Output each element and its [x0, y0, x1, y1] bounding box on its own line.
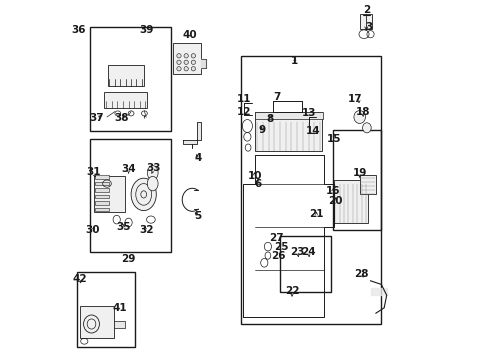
Text: 30: 30 — [85, 225, 100, 235]
Text: 19: 19 — [352, 168, 366, 178]
Text: 15: 15 — [326, 134, 341, 144]
Text: 29: 29 — [121, 254, 136, 264]
Ellipse shape — [131, 178, 156, 211]
FancyBboxPatch shape — [95, 188, 109, 192]
Text: 12: 12 — [237, 107, 251, 117]
Text: 14: 14 — [305, 126, 320, 136]
Text: 11: 11 — [236, 94, 250, 104]
Text: 3: 3 — [365, 22, 371, 32]
Text: 41: 41 — [113, 303, 127, 313]
Ellipse shape — [177, 67, 181, 71]
FancyBboxPatch shape — [95, 208, 109, 211]
Ellipse shape — [191, 54, 195, 58]
Text: 24: 24 — [301, 247, 315, 257]
Ellipse shape — [183, 67, 188, 71]
Text: 36: 36 — [71, 24, 85, 35]
FancyBboxPatch shape — [255, 112, 321, 151]
Polygon shape — [183, 122, 201, 144]
Ellipse shape — [362, 123, 370, 133]
Ellipse shape — [183, 54, 188, 58]
Text: 2: 2 — [363, 5, 370, 15]
Text: 25: 25 — [273, 242, 288, 252]
Text: 35: 35 — [117, 222, 131, 232]
Text: 18: 18 — [355, 107, 369, 117]
Text: 26: 26 — [271, 251, 285, 261]
FancyBboxPatch shape — [254, 112, 322, 119]
Text: 40: 40 — [182, 30, 197, 40]
Text: 17: 17 — [347, 94, 362, 104]
FancyBboxPatch shape — [359, 14, 371, 29]
FancyBboxPatch shape — [94, 176, 124, 212]
Text: 31: 31 — [86, 167, 101, 177]
Ellipse shape — [183, 60, 188, 64]
Text: 20: 20 — [327, 196, 342, 206]
Ellipse shape — [177, 60, 181, 64]
FancyBboxPatch shape — [107, 65, 143, 86]
Text: 34: 34 — [121, 164, 136, 174]
FancyBboxPatch shape — [95, 182, 109, 185]
Text: 13: 13 — [302, 108, 316, 118]
Ellipse shape — [147, 166, 158, 180]
Text: 7: 7 — [273, 92, 280, 102]
Ellipse shape — [177, 54, 181, 58]
Ellipse shape — [353, 111, 365, 123]
Ellipse shape — [147, 176, 158, 191]
Text: 32: 32 — [139, 225, 154, 235]
FancyBboxPatch shape — [95, 201, 109, 205]
Text: 42: 42 — [72, 274, 87, 284]
Ellipse shape — [191, 60, 195, 64]
Text: 8: 8 — [266, 114, 273, 124]
Text: 6: 6 — [254, 179, 261, 189]
Text: 37: 37 — [89, 113, 104, 123]
Text: 22: 22 — [284, 286, 299, 296]
Text: 28: 28 — [353, 269, 368, 279]
FancyBboxPatch shape — [80, 306, 114, 338]
Text: 33: 33 — [146, 163, 161, 174]
FancyBboxPatch shape — [95, 175, 109, 179]
FancyBboxPatch shape — [114, 321, 125, 328]
Text: 23: 23 — [290, 247, 305, 257]
Text: 38: 38 — [114, 113, 128, 123]
FancyBboxPatch shape — [95, 195, 109, 198]
Text: 16: 16 — [325, 186, 339, 196]
FancyBboxPatch shape — [173, 43, 201, 74]
Ellipse shape — [191, 67, 195, 71]
Text: 9: 9 — [258, 125, 265, 135]
Text: 21: 21 — [308, 209, 323, 219]
Text: 4: 4 — [194, 153, 201, 163]
Text: 39: 39 — [139, 24, 153, 35]
FancyBboxPatch shape — [359, 175, 375, 194]
FancyBboxPatch shape — [333, 180, 367, 223]
Text: 10: 10 — [247, 171, 261, 181]
Text: 27: 27 — [269, 233, 284, 243]
Text: 5: 5 — [194, 211, 201, 221]
Text: 1: 1 — [291, 56, 298, 66]
FancyBboxPatch shape — [104, 92, 147, 108]
